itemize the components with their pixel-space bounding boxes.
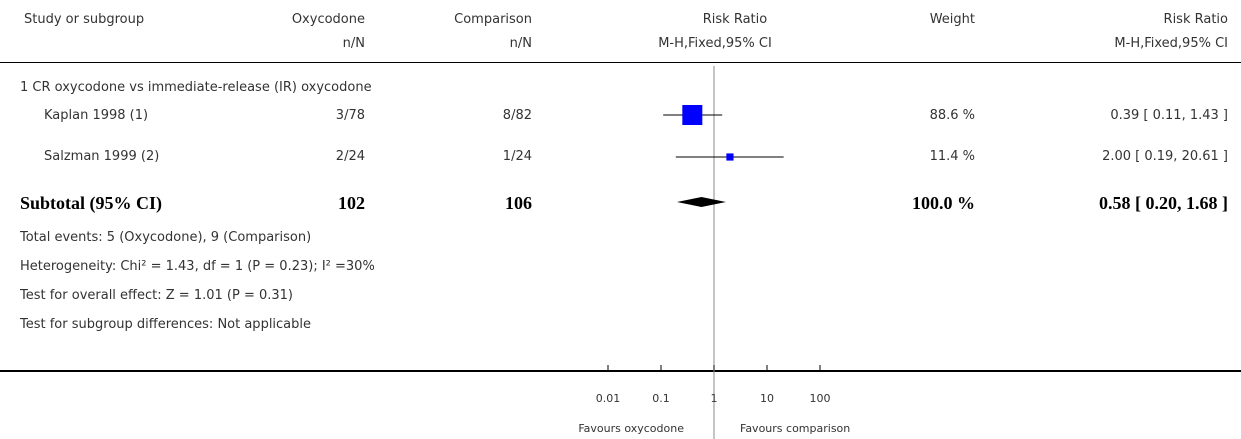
note-total-events: Total events: 5 (Oxycodone), 9 (Comparis… <box>20 230 312 245</box>
header-risk-ratio-ci: Risk Ratio <box>1163 12 1228 27</box>
subtotal-experimental: 102 <box>338 193 365 213</box>
header-risk-ratio: Risk Ratio <box>702 12 768 27</box>
axis-tick-label: 10 <box>760 392 774 405</box>
subgroup-title: 1 CR oxycodone vs immediate-release (IR)… <box>20 80 372 95</box>
pooled-diamond <box>676 197 726 207</box>
study-weight: 11.4 % <box>929 149 975 164</box>
header-comparison: Comparison <box>454 12 532 27</box>
header-divider <box>0 62 1241 63</box>
header-experimental-sub: n/N <box>342 36 365 51</box>
study-ci: 0.39 [ 0.11, 1.43 ] <box>1110 108 1228 123</box>
axis-tick-label: 0.01 <box>596 392 621 405</box>
study-comparison: 8/82 <box>502 108 532 123</box>
axis-tick-label: 0.1 <box>652 392 670 405</box>
header-risk-ratio-sub: M-H,Fixed,95% CI <box>658 36 772 51</box>
study-name: Salzman 1999 (2) <box>44 149 160 164</box>
header-experimental: Oxycodone <box>291 12 365 27</box>
study-experimental: 3/78 <box>335 108 365 123</box>
study-comparison: 1/24 <box>502 149 532 164</box>
study-experimental: 2/24 <box>335 149 365 164</box>
study-marker <box>726 153 734 161</box>
subtotal-ci: 0.58 [ 0.20, 1.68 ] <box>1099 193 1228 213</box>
axis-tick-label: 1 <box>711 392 718 405</box>
favours-left-label: Favours oxycodone <box>578 422 684 435</box>
footer-divider <box>0 370 1241 372</box>
axis-tick-label: 100 <box>810 392 831 405</box>
subtotal-weight: 100.0 % <box>912 193 975 213</box>
study-name: Kaplan 1998 (1) <box>44 108 149 123</box>
note-subgroup-differences: Test for subgroup differences: Not appli… <box>20 317 312 332</box>
header-risk-ratio-ci-sub: M-H,Fixed,95% CI <box>1114 36 1228 51</box>
subtotal-label: Subtotal (95% CI) <box>20 193 163 213</box>
subtotal-comparison: 106 <box>505 193 532 213</box>
header-comparison-sub: n/N <box>509 36 532 51</box>
note-overall-effect: Test for overall effect: Z = 1.01 (P = 0… <box>20 288 293 303</box>
note-heterogeneity: Heterogeneity: Chi² = 1.43, df = 1 (P = … <box>20 259 375 274</box>
header-study: Study or subgroup <box>24 12 145 27</box>
study-marker <box>682 105 703 125</box>
favours-right-label: Favours comparison <box>740 422 850 435</box>
study-weight: 88.6 % <box>929 108 975 123</box>
header-weight: Weight <box>929 12 975 27</box>
study-ci: 2.00 [ 0.19, 20.61 ] <box>1102 149 1228 164</box>
